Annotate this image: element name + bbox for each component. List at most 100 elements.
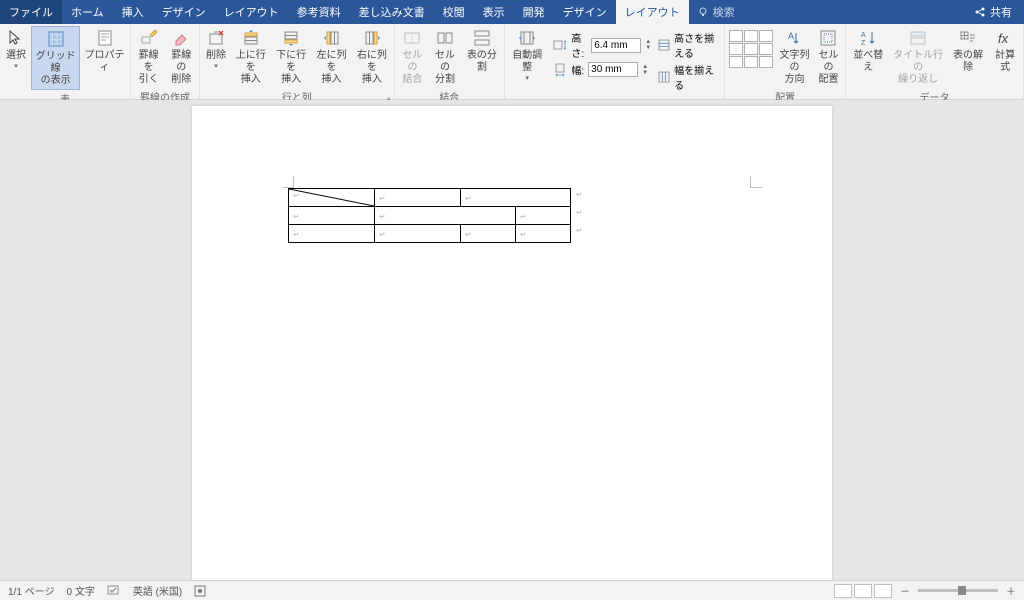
table-row[interactable]: ↵ ↵ ↵ (289, 207, 571, 225)
width-spinner[interactable]: ▲▼ (642, 64, 652, 76)
formula-button[interactable]: fx 計算式 (989, 26, 1021, 76)
align-br[interactable] (759, 56, 773, 68)
view-web-layout[interactable] (874, 584, 892, 598)
distribute-cols-icon (657, 70, 671, 84)
distribute-cols-button[interactable]: 幅を揃える (657, 62, 720, 92)
sort-button[interactable]: AZ 並べ替え (848, 26, 888, 76)
autofit-button[interactable]: 自動調整 ▾ (507, 26, 547, 85)
eraser-icon (171, 28, 191, 48)
search-placeholder: 検索 (713, 4, 735, 20)
convert-icon (958, 28, 978, 48)
split-table-icon (472, 28, 492, 48)
split-table-button[interactable]: 表の分割 (462, 26, 502, 76)
align-mr[interactable] (759, 43, 773, 55)
word-count[interactable]: 0 文字 (66, 583, 94, 598)
align-tl[interactable] (729, 30, 743, 42)
zoom-in-button[interactable]: ＋ (1006, 583, 1016, 598)
align-mc[interactable] (744, 43, 758, 55)
table-cell[interactable]: ↵ (289, 225, 375, 243)
tab-home[interactable]: ホーム (62, 0, 113, 24)
merge-cells-button: セルの 結合 (397, 26, 429, 88)
height-input[interactable] (591, 38, 641, 53)
tab-insert[interactable]: 挿入 (113, 0, 153, 24)
tab-developer[interactable]: 開発 (514, 0, 554, 24)
margin-corner (282, 176, 294, 188)
insert-row-below-icon (281, 28, 301, 48)
view-gridlines-button[interactable]: グリッド線 の表示 (31, 26, 80, 90)
cell-margins-button[interactable]: セルの 配置 (814, 26, 843, 88)
align-bc[interactable] (744, 56, 758, 68)
ribbon: 選択 ▾ グリッド線 の表示 プロパティ 表 罫線を 引く 罫線の 削除 (0, 24, 1024, 100)
table-cell[interactable]: ↵ (289, 207, 375, 225)
svg-text:A: A (861, 32, 866, 39)
insert-below-button[interactable]: 下に行を 挿入 (271, 26, 310, 88)
table-cell[interactable]: ↵ (516, 207, 571, 225)
text-direction-icon: A (785, 28, 805, 48)
macro-record-icon[interactable] (194, 585, 206, 597)
draw-table-button[interactable]: 罫線を 引く (133, 26, 165, 88)
eraser-button[interactable]: 罫線の 削除 (165, 26, 197, 88)
tab-layout[interactable]: レイアウト (215, 0, 288, 24)
insert-col-right-icon (362, 28, 382, 48)
align-ml[interactable] (729, 43, 743, 55)
insert-col-left-icon (322, 28, 342, 48)
delete-button[interactable]: 削除 ▾ (202, 26, 230, 73)
insert-right-button[interactable]: 右に列を 挿入 (352, 26, 391, 88)
lightbulb-icon (697, 6, 709, 18)
table-row[interactable]: ↵ ↵ ↵ (289, 189, 571, 207)
chevron-down-icon: ▾ (525, 75, 529, 83)
document-table[interactable]: ↵ ↵ ↵ ↵ ↵ ↵ ↵ ↵ ↵ ↵ (288, 188, 571, 243)
tab-view[interactable]: 表示 (474, 0, 514, 24)
align-tr[interactable] (759, 30, 773, 42)
zoom-out-button[interactable]: － (900, 583, 910, 598)
share-button[interactable]: 共有 (962, 4, 1024, 20)
tab-table-layout[interactable]: レイアウト (616, 0, 689, 24)
split-cells-button[interactable]: セルの 分割 (429, 26, 461, 88)
distribute-rows-button[interactable]: 高さを揃える (657, 30, 720, 60)
zoom-slider[interactable] (918, 589, 998, 592)
table-cell-diagonal[interactable]: ↵ (289, 189, 375, 207)
table-row[interactable]: ↵ ↵ ↵ ↵ (289, 225, 571, 243)
tab-mailings[interactable]: 差し込み文書 (350, 0, 434, 24)
group-table: 選択 ▾ グリッド線 の表示 プロパティ 表 (0, 24, 131, 99)
height-label: 高さ: (571, 30, 587, 60)
table-cell[interactable]: ↵ (516, 225, 571, 243)
width-input[interactable] (588, 62, 638, 77)
tab-file[interactable]: ファイル (0, 0, 62, 24)
insert-above-button[interactable]: 上に行を 挿入 (231, 26, 270, 88)
text-direction-button[interactable]: A 文字列の 方向 (776, 26, 813, 88)
view-read-mode[interactable] (834, 584, 852, 598)
tab-review[interactable]: 校閲 (434, 0, 474, 24)
col-width-icon (553, 63, 567, 77)
share-label: 共有 (990, 4, 1012, 20)
paragraph-mark: ↵ (576, 226, 583, 235)
table-cell[interactable]: ↵ (375, 207, 516, 225)
language-indicator[interactable]: 英語 (米国) (133, 583, 182, 598)
insert-row-above-icon (241, 28, 261, 48)
tab-table-design[interactable]: デザイン (554, 0, 616, 24)
group-merge: セルの 結合 セルの 分割 表の分割 結合 (395, 24, 505, 99)
spellcheck-icon[interactable] (107, 585, 121, 597)
paragraph-mark: ↵ (576, 190, 583, 199)
alignment-grid (727, 26, 775, 72)
table-cell[interactable]: ↵ (461, 225, 516, 243)
align-bl[interactable] (729, 56, 743, 68)
table-cell[interactable]: ↵ (375, 189, 461, 207)
insert-left-button[interactable]: 左に列を 挿入 (312, 26, 351, 88)
align-tc[interactable] (744, 30, 758, 42)
tab-design[interactable]: デザイン (153, 0, 215, 24)
convert-to-text-button[interactable]: 表の解除 (948, 26, 988, 76)
properties-button[interactable]: プロパティ (81, 26, 128, 76)
repeat-header-button: タイトル行の 繰り返し (889, 26, 947, 88)
tell-me-search[interactable]: 検索 (689, 0, 743, 24)
tab-references[interactable]: 参考資料 (288, 0, 350, 24)
view-print-layout[interactable] (854, 584, 872, 598)
page-indicator[interactable]: 1/1 ページ (8, 583, 54, 598)
select-button[interactable]: 選択 ▾ (2, 26, 30, 73)
paragraph-mark: ↵ (576, 208, 583, 217)
document-canvas[interactable]: ↵ ↵ ↵ ↵ ↵ ↵ ↵ ↵ ↵ ↵ ↵ ↵ ↵ (0, 100, 1024, 580)
table-cell[interactable]: ↵ (375, 225, 461, 243)
table-cell[interactable]: ↵ (461, 189, 571, 207)
height-spinner[interactable]: ▲▼ (645, 39, 652, 51)
view-mode-buttons (834, 584, 892, 598)
